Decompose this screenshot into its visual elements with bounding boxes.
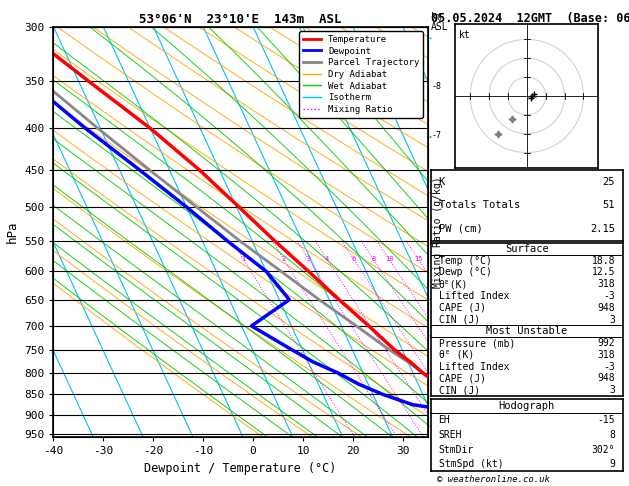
Text: -2: -2: [431, 366, 442, 375]
Text: 15: 15: [415, 257, 423, 262]
Y-axis label: hPa: hPa: [6, 221, 19, 243]
Text: θᴱ (K): θᴱ (K): [438, 350, 474, 360]
Text: EH: EH: [438, 416, 450, 425]
Text: K: K: [438, 177, 445, 187]
Text: CAPE (J): CAPE (J): [438, 303, 486, 313]
Text: 3: 3: [609, 314, 615, 325]
Text: © weatheronline.co.uk: © weatheronline.co.uk: [437, 474, 550, 484]
Text: -4: -4: [431, 274, 442, 283]
Y-axis label: Mixing Ratio (g/kg): Mixing Ratio (g/kg): [433, 176, 443, 288]
Text: -3: -3: [431, 319, 442, 328]
Text: 318: 318: [598, 279, 615, 289]
Text: 1LCL: 1LCL: [431, 410, 453, 419]
Text: -1: -1: [431, 417, 442, 425]
Text: Most Unstable: Most Unstable: [486, 326, 567, 336]
Text: 2: 2: [282, 257, 286, 262]
Text: Dewp (°C): Dewp (°C): [438, 267, 491, 278]
Text: -7: -7: [431, 131, 442, 140]
Text: Lifted Index: Lifted Index: [438, 362, 509, 372]
Text: 10: 10: [385, 257, 393, 262]
Text: 9: 9: [609, 459, 615, 469]
Title: 53°06'N  23°10'E  143m  ASL: 53°06'N 23°10'E 143m ASL: [140, 13, 342, 26]
Text: CIN (J): CIN (J): [438, 385, 480, 395]
Text: -15: -15: [598, 416, 615, 425]
Text: 25: 25: [603, 177, 615, 187]
Text: 4: 4: [325, 257, 329, 262]
Text: θᴱ(K): θᴱ(K): [438, 279, 468, 289]
Text: 1: 1: [242, 257, 246, 262]
X-axis label: Dewpoint / Temperature (°C): Dewpoint / Temperature (°C): [145, 462, 337, 475]
Text: -3: -3: [603, 291, 615, 301]
Text: 51: 51: [603, 200, 615, 210]
Text: 12.5: 12.5: [591, 267, 615, 278]
Text: PW (cm): PW (cm): [438, 224, 482, 234]
Text: ASL: ASL: [431, 22, 448, 32]
Text: Hodograph: Hodograph: [499, 401, 555, 411]
Text: 318: 318: [598, 350, 615, 360]
Text: Temp (°C): Temp (°C): [438, 256, 491, 266]
Text: 302°: 302°: [591, 445, 615, 454]
Text: km: km: [431, 12, 443, 22]
Text: 2.15: 2.15: [590, 224, 615, 234]
Text: 18.8: 18.8: [591, 256, 615, 266]
Text: 8: 8: [371, 257, 376, 262]
Text: -8: -8: [431, 82, 442, 91]
Text: 948: 948: [598, 303, 615, 313]
Text: Surface: Surface: [505, 244, 548, 254]
Text: Lifted Index: Lifted Index: [438, 291, 509, 301]
Text: CAPE (J): CAPE (J): [438, 373, 486, 383]
Text: Totals Totals: Totals Totals: [438, 200, 520, 210]
Text: CIN (J): CIN (J): [438, 314, 480, 325]
Text: -3: -3: [603, 362, 615, 372]
Text: -5: -5: [431, 232, 442, 241]
Text: 6: 6: [352, 257, 356, 262]
Text: kt: kt: [459, 30, 470, 40]
Text: 8: 8: [609, 430, 615, 440]
Text: 05.05.2024  12GMT  (Base: 06): 05.05.2024 12GMT (Base: 06): [431, 12, 629, 25]
Text: StmDir: StmDir: [438, 445, 474, 454]
Text: 3: 3: [307, 257, 311, 262]
Text: -6: -6: [431, 177, 442, 186]
Text: 992: 992: [598, 338, 615, 348]
Text: StmSpd (kt): StmSpd (kt): [438, 459, 503, 469]
Text: Pressure (mb): Pressure (mb): [438, 338, 515, 348]
Legend: Temperature, Dewpoint, Parcel Trajectory, Dry Adiabat, Wet Adiabat, Isotherm, Mi: Temperature, Dewpoint, Parcel Trajectory…: [299, 31, 423, 118]
Text: 3: 3: [609, 385, 615, 395]
Text: 948: 948: [598, 373, 615, 383]
Text: SREH: SREH: [438, 430, 462, 440]
